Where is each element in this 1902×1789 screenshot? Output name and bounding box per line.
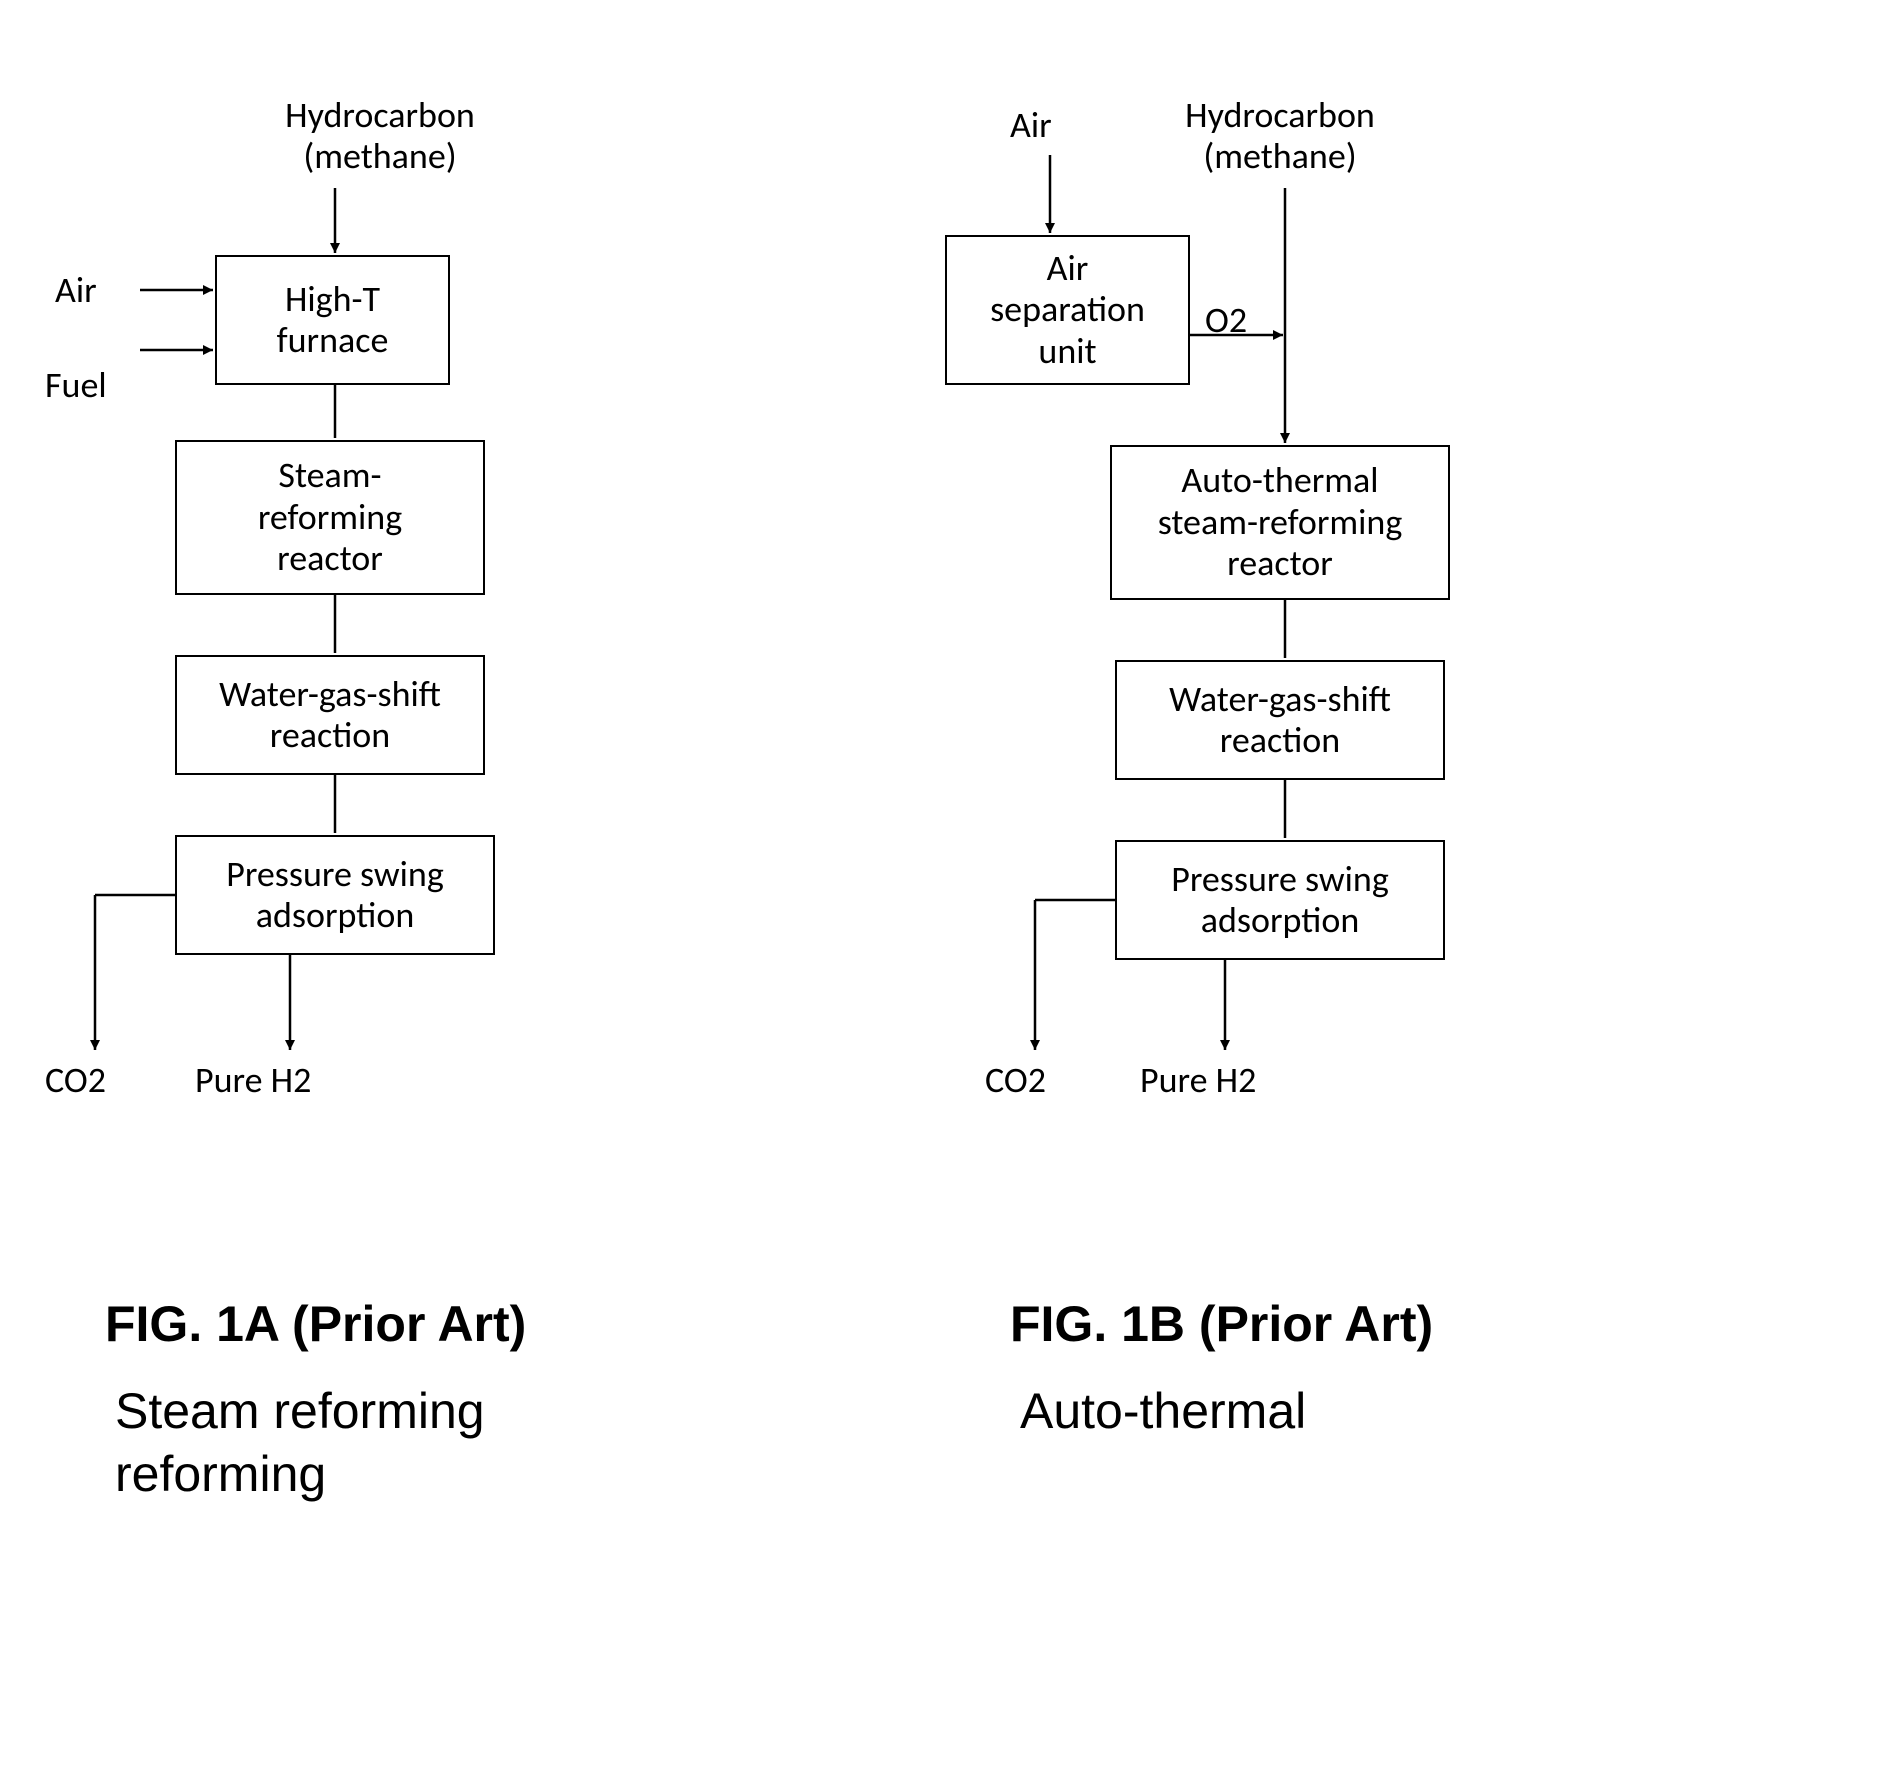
figa-air-label: Air xyxy=(55,270,135,311)
figb-o2-label: O2 xyxy=(1205,300,1265,341)
figb-title: FIG. 1B (Prior Art) xyxy=(1010,1295,1710,1353)
figa-h2-label: Pure H2 xyxy=(195,1060,375,1101)
figb-wgs-box: Water-gas-shift reaction xyxy=(1115,660,1445,780)
figb-h2-label: Pure H2 xyxy=(1140,1060,1320,1101)
figb-psa-box: Pressure swing adsorption xyxy=(1115,840,1445,960)
diagram-canvas: Hydrocarbon (methane) Air Fuel High-T fu… xyxy=(0,0,1902,1789)
figa-reformer-box: Steam- reforming reactor xyxy=(175,440,485,595)
figa-wgs-box: Water-gas-shift reaction xyxy=(175,655,485,775)
figa-title: FIG. 1A (Prior Art) xyxy=(105,1295,805,1353)
figb-air-label: Air xyxy=(1010,105,1090,146)
figa-top-input-label: Hydrocarbon (methane) xyxy=(230,95,530,178)
figb-asu-box: Air separation unit xyxy=(945,235,1190,385)
figa-fuel-label: Fuel xyxy=(45,365,135,406)
figa-psa-box: Pressure swing adsorption xyxy=(175,835,495,955)
figb-subtitle: Auto-thermal xyxy=(1020,1380,1540,1443)
figb-atr-box: Auto-thermal steam-reforming reactor xyxy=(1110,445,1450,600)
figa-subtitle: Steam reforming reforming xyxy=(115,1380,535,1505)
figa-furnace-box: High-T furnace xyxy=(215,255,450,385)
figa-co2-label: CO2 xyxy=(45,1060,135,1101)
figb-co2-label: CO2 xyxy=(985,1060,1075,1101)
figb-top-input-label: Hydrocarbon (methane) xyxy=(1130,95,1430,178)
